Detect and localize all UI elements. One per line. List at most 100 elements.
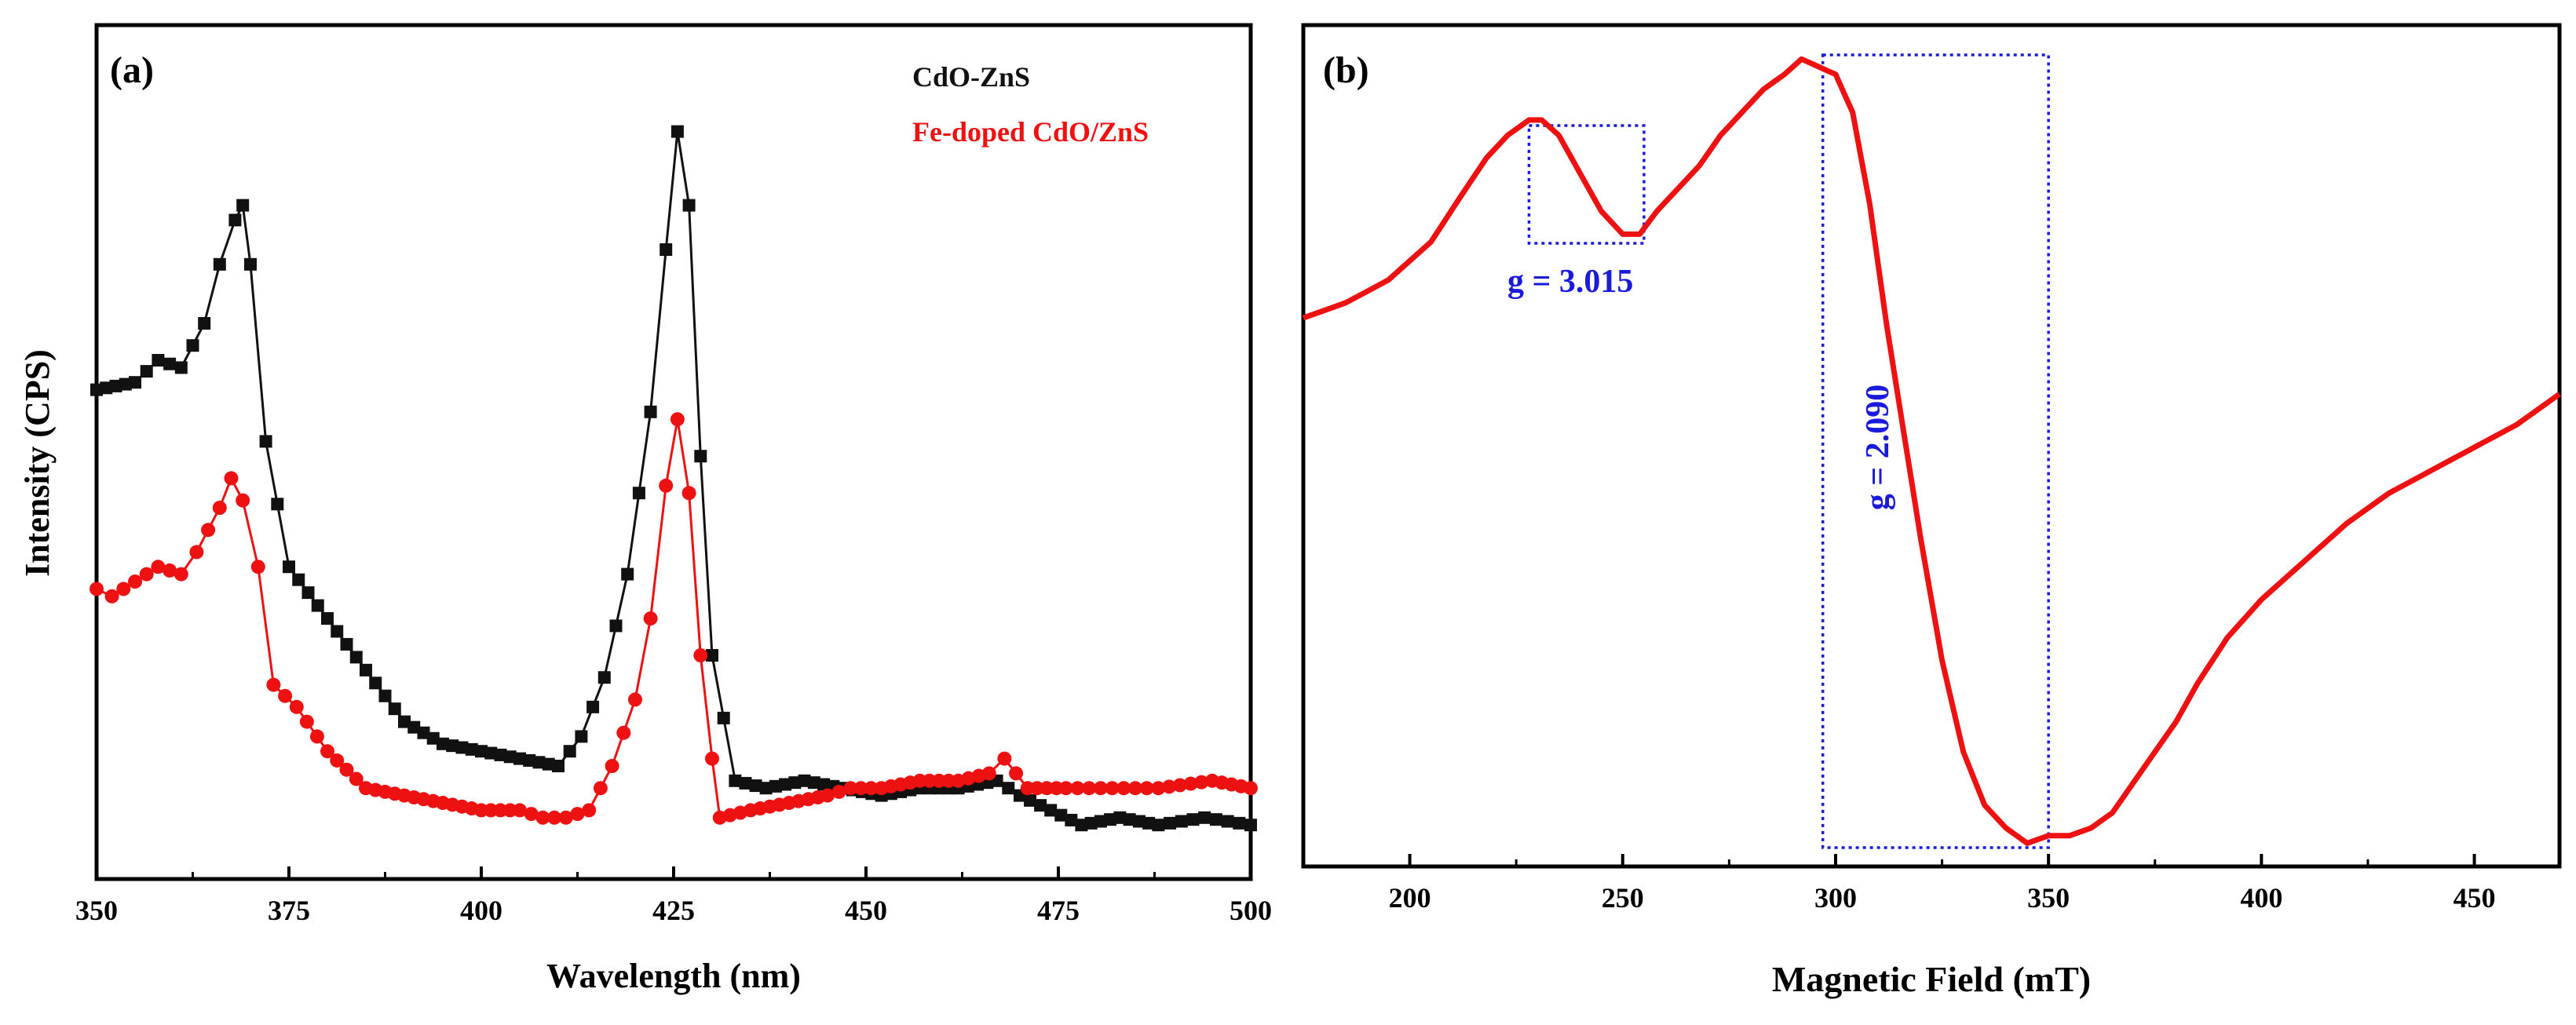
marker-cdo-zns: [1209, 813, 1222, 826]
marker-fe-doped: [1151, 781, 1166, 796]
x-ticks-b: 200 250 300 350 400 450: [1302, 854, 2496, 914]
marker-cdo-zns: [228, 213, 242, 227]
marker-cdo-zns: [660, 243, 673, 256]
marker-fe-doped: [236, 493, 250, 508]
marker-cdo-zns: [119, 378, 132, 391]
marker-cdo-zns: [398, 715, 411, 728]
marker-cdo-zns: [1186, 813, 1200, 826]
marker-fe-doped: [616, 725, 631, 740]
g-3015-box: [1527, 124, 1646, 245]
x-tick-label-a-425: 425: [652, 895, 695, 926]
marker-cdo-zns: [1113, 811, 1127, 824]
marker-fe-doped: [224, 471, 239, 486]
x-tick-label-a-400: 400: [460, 895, 502, 926]
marker-fe-doped: [320, 744, 334, 759]
x-tick-label-b-400: 400: [2240, 882, 2282, 914]
marker-fe-doped: [163, 563, 177, 578]
marker-cdo-zns: [1152, 819, 1165, 832]
marker-fe-doped: [853, 781, 868, 796]
marker-cdo-zns: [729, 774, 742, 787]
marker-cdo-zns: [455, 741, 469, 754]
marker-cdo-zns: [575, 730, 588, 743]
marker-fe-doped: [1070, 781, 1085, 796]
marker-fe-doped: [174, 567, 188, 582]
marker-fe-doped: [90, 582, 104, 596]
marker-cdo-zns: [1221, 815, 1234, 828]
marker-cdo-zns: [1094, 815, 1107, 828]
marker-fe-doped: [1162, 779, 1177, 794]
marker-cdo-zns: [1233, 816, 1246, 830]
y-axis-label-a: Intensity (CPS): [18, 349, 57, 577]
marker-fe-doped: [339, 762, 354, 777]
marker-fe-doped: [189, 545, 204, 560]
marker-cdo-zns: [523, 753, 536, 767]
marker-fe-doped: [139, 567, 154, 582]
marker-cdo-zns: [349, 651, 363, 664]
marker-fe-doped: [128, 575, 142, 589]
marker-fe-doped: [843, 781, 858, 796]
marker-cdo-zns: [100, 381, 113, 395]
marker-fe-doped: [1172, 778, 1187, 793]
marker-cdo-zns: [817, 778, 831, 791]
annotation-g-3015: g = 3.015: [1507, 264, 1633, 300]
g-2090-box: [1821, 53, 2050, 849]
marker-cdo-zns: [779, 778, 792, 791]
panel-b: 200 250 300 350 400 450 (b) g = 3.015 g = 2.0…: [1301, 23, 2562, 999]
series-group-a: [90, 125, 1258, 832]
marker-fe-doped: [1105, 781, 1120, 796]
marker-cdo-zns: [369, 677, 382, 690]
marker-cdo-zns: [340, 637, 353, 651]
panel-label-a: (a): [110, 49, 154, 91]
marker-cdo-zns: [259, 435, 272, 448]
marker-cdo-zns: [321, 612, 334, 625]
marker-cdo-zns: [769, 779, 782, 793]
marker-fe-doped: [1116, 781, 1131, 796]
marker-cdo-zns: [694, 450, 707, 463]
x-axis-label-b: Magnetic Field (mT): [1772, 959, 2091, 999]
marker-cdo-zns: [706, 649, 718, 662]
marker-fe-doped: [593, 781, 608, 796]
marker-cdo-zns: [475, 745, 488, 758]
marker-fe-doped: [535, 810, 550, 825]
marker-cdo-zns: [1075, 819, 1088, 832]
marker-cdo-zns: [186, 339, 199, 352]
marker-cdo-zns: [1175, 815, 1188, 828]
marker-cdo-zns: [1198, 811, 1211, 824]
annotation-g-2090: g = 2.090: [1860, 385, 1896, 510]
x-axis-label-a: Wavelength (nm): [546, 957, 801, 995]
marker-fe-doped: [558, 810, 573, 825]
marker-cdo-zns: [311, 599, 324, 612]
marker-fe-doped: [570, 807, 585, 822]
marker-fe-doped: [201, 523, 216, 538]
marker-fe-doped: [1093, 781, 1108, 796]
marker-fe-doped: [831, 784, 846, 799]
marker-cdo-zns: [360, 663, 372, 677]
marker-fe-doped: [820, 788, 835, 803]
marker-cdo-zns: [532, 756, 546, 769]
marker-fe-doped: [524, 807, 539, 822]
marker-fe-doped: [116, 582, 131, 596]
marker-cdo-zns: [283, 560, 295, 574]
marker-cdo-zns: [1132, 815, 1145, 828]
marker-cdo-zns: [426, 731, 440, 745]
marker-fe-doped: [1128, 781, 1142, 796]
marker-fe-doped: [266, 677, 281, 692]
marker-fe-doped: [659, 478, 674, 493]
marker-fe-doped: [212, 501, 227, 515]
x-tick-label-b-350: 350: [2027, 882, 2070, 914]
marker-cdo-zns: [670, 125, 684, 138]
marker-cdo-zns: [1044, 804, 1058, 817]
marker-fe-doped: [582, 803, 597, 818]
marker-fe-doped: [330, 753, 345, 768]
marker-cdo-zns: [632, 487, 645, 500]
marker-cdo-zns: [152, 354, 165, 367]
marker-cdo-zns: [597, 671, 611, 684]
marker-cdo-zns: [174, 361, 188, 374]
marker-cdo-zns: [513, 752, 526, 765]
legend-label-cdo-zns: CdO-ZnS: [912, 61, 1030, 93]
x-tick-label-a-450: 450: [845, 895, 887, 926]
marker-cdo-zns: [1244, 819, 1257, 832]
marker-cdo-zns: [236, 199, 250, 212]
marker-cdo-zns: [244, 257, 257, 271]
